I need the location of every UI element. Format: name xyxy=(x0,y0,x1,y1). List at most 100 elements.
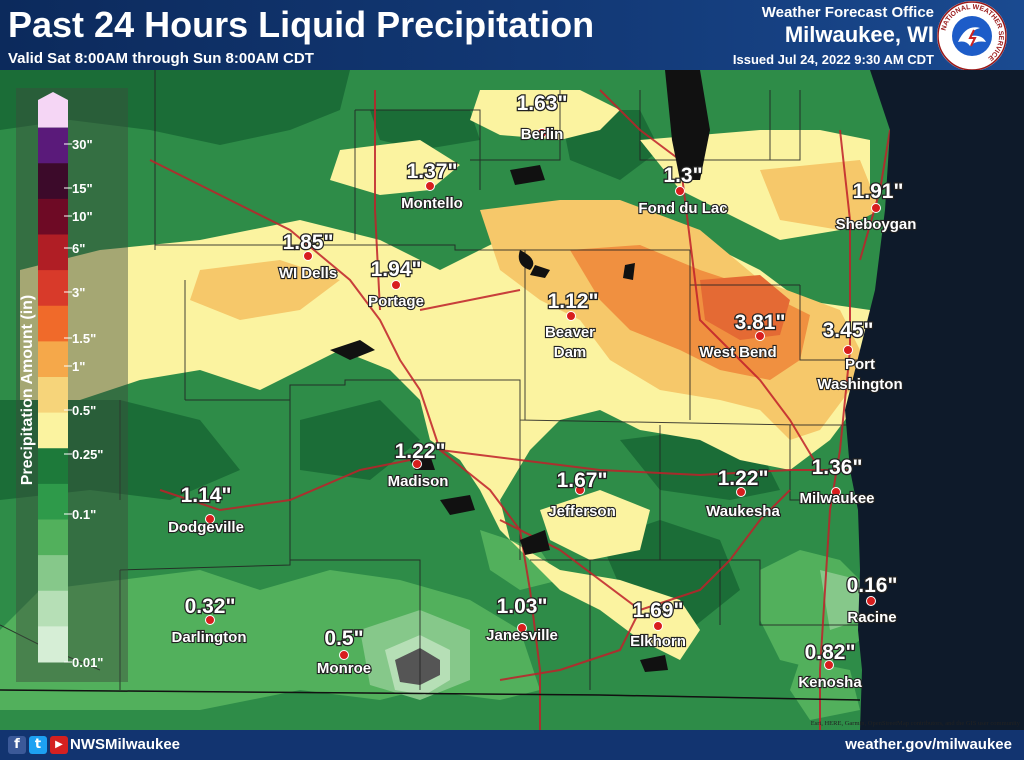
no-data-area xyxy=(395,648,440,685)
city-name: Beaver Dam xyxy=(545,324,595,361)
legend-tick-label: 0.01" xyxy=(72,655,103,670)
precip-amount: 1.91" xyxy=(853,180,904,203)
city-name: Racine xyxy=(847,609,896,626)
issued-time: Issued Jul 24, 2022 9:30 AM CDT xyxy=(732,52,934,67)
precip-amount: 1.12" xyxy=(548,290,599,313)
precip-amount: 0.5" xyxy=(324,627,363,650)
city-name: Milwaukee xyxy=(799,490,874,507)
lake-michigan xyxy=(845,70,1024,730)
legend-tick-label: 15" xyxy=(72,181,93,196)
city-jefferson: 1.67" Jefferson xyxy=(547,468,617,521)
legend-swatch xyxy=(38,448,68,485)
facebook-icon[interactable]: f xyxy=(8,736,26,754)
city-dodgeville: 1.14" Dodgeville xyxy=(167,483,245,537)
city-portage: 1.94" Portage xyxy=(367,257,425,311)
office-label: Weather Forecast Office xyxy=(761,4,934,21)
legend-tick-label: 10" xyxy=(72,209,93,224)
social-handle[interactable]: NWSMilwaukee xyxy=(70,736,181,753)
city-name: Fond du Lac xyxy=(638,200,727,217)
city-marker xyxy=(339,650,349,660)
city-fond-du-lac: 1.3" Fond du Lac xyxy=(637,163,728,218)
precip-amount: 0.16" xyxy=(847,574,898,597)
precip-amount: 1.67" xyxy=(557,469,608,492)
city-name: Darlington xyxy=(172,629,247,646)
city-name: Sheboygan xyxy=(836,216,917,233)
city-sheboygan: 1.91" Sheboygan xyxy=(834,179,917,234)
city-name: Waukesha xyxy=(706,503,780,520)
map-attribution: Esri, HERE, Garmin, OpenStreetMap contri… xyxy=(810,720,1020,727)
city-name: Monroe xyxy=(317,660,371,677)
precip-amount: 0.82" xyxy=(805,641,856,664)
legend-swatch xyxy=(38,519,68,556)
city-marker xyxy=(537,128,547,138)
city-name: Montello xyxy=(401,195,463,212)
legend-tick-label: 0.25" xyxy=(72,447,103,462)
city-port-washington: 3.45" Port Washington xyxy=(816,318,903,394)
city-name: Berlin xyxy=(521,126,564,143)
legend-swatch xyxy=(38,198,68,235)
city-name: Madison xyxy=(388,473,449,490)
precip-amount: 1.69" xyxy=(633,599,684,622)
legend-tick-label: 6" xyxy=(72,241,85,256)
legend-tick-label: 1" xyxy=(72,359,85,374)
city-wi-dells: 1.85" WI Dells xyxy=(278,230,339,283)
legend-swatch xyxy=(38,626,68,663)
legend-tick-label: 1.5" xyxy=(72,331,96,346)
city-marker xyxy=(871,203,881,213)
city-elkhorn: 1.69" Elkhorn xyxy=(629,598,687,651)
legend-tick-label: 0.1" xyxy=(72,507,96,522)
city-marker xyxy=(517,623,527,633)
highway-routes xyxy=(149,89,891,730)
city-marker xyxy=(205,615,215,625)
map-title: Past 24 Hours Liquid Precipitation xyxy=(8,4,595,45)
city-janesville: 1.03" Janesville xyxy=(485,594,559,645)
city-berlin: 1.63" Berlin xyxy=(515,91,568,144)
city-marker xyxy=(736,487,746,497)
legend-swatch xyxy=(38,377,68,414)
city-marker xyxy=(303,251,313,261)
precip-amount: 3.45" xyxy=(823,319,874,342)
city-darlington: 0.32" Darlington xyxy=(170,594,247,647)
city-beaver-dam: 1.12" Beaver Dam xyxy=(544,289,600,362)
state-line xyxy=(0,689,861,701)
nws-logo: NATIONAL WEATHER SERVICE xyxy=(937,1,1007,71)
precip-amount: 1.94" xyxy=(371,258,422,281)
city-kenosha: 0.82" Kenosha xyxy=(797,640,863,692)
city-madison: 1.22" Madison xyxy=(386,439,449,491)
city-marker xyxy=(575,485,585,495)
city-name: Kenosha xyxy=(798,674,862,691)
city-marker xyxy=(755,331,765,341)
city-racine: 0.16" Racine xyxy=(845,573,898,627)
city-marker xyxy=(843,345,853,355)
precip-amount: 1.14" xyxy=(181,484,232,507)
legend-swatch xyxy=(38,590,68,627)
precip-amount: 0.32" xyxy=(185,595,236,618)
legend-swatch xyxy=(38,270,68,307)
youtube-icon[interactable]: ▶ xyxy=(50,736,68,754)
legend-tick-label: 3" xyxy=(72,285,85,300)
legend-axis-label: Precipitation Amount (in) xyxy=(19,295,36,486)
city-montello: 1.37" Montello xyxy=(400,159,464,213)
legend-color-bar xyxy=(38,92,68,663)
city-name: Janesville xyxy=(486,627,558,644)
precip-amount: 1.3" xyxy=(663,164,702,187)
city-name: Portage xyxy=(368,293,424,310)
city-marker xyxy=(653,621,663,631)
precip-amount: 1.63" xyxy=(517,92,568,115)
city-name: Dodgeville xyxy=(168,519,244,536)
legend-tick-label: 0.5" xyxy=(72,403,96,418)
twitter-icon[interactable]: t xyxy=(29,736,47,754)
legend-swatch xyxy=(38,92,68,128)
legend-swatch xyxy=(38,483,68,520)
legend-background xyxy=(16,88,128,682)
precip-amount: 3.81" xyxy=(735,311,786,334)
city-name: Elkhorn xyxy=(630,633,686,650)
city-name: Jefferson xyxy=(548,503,616,520)
website-link[interactable]: weather.gov/milwaukee xyxy=(845,736,1012,753)
city-marker xyxy=(675,186,685,196)
footer-bar: f t ▶ NWSMilwaukee weather.gov/milwaukee xyxy=(0,730,1024,760)
legend-swatch xyxy=(38,234,68,271)
precip-amount: 1.03" xyxy=(497,595,548,618)
city-west-bend: 3.81" West Bend xyxy=(698,310,786,362)
